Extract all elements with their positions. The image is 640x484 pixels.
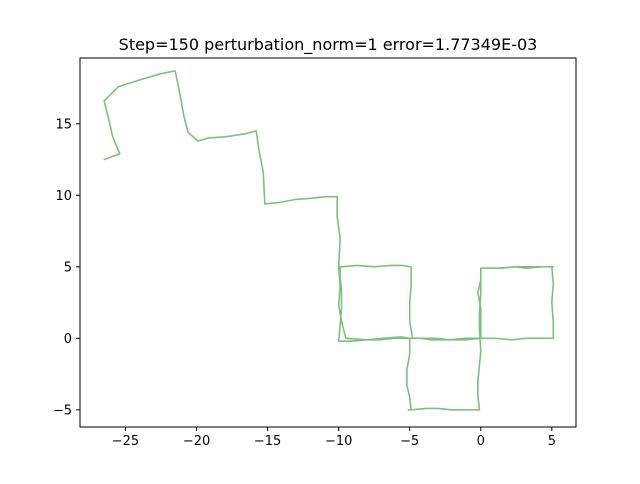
y-tick-label: 0 — [64, 332, 72, 347]
y-axis: −5 0 5 10 15 — [53, 117, 80, 418]
plot-area-frame — [79, 57, 577, 428]
y-tick-label: 5 — [64, 260, 72, 275]
x-tick-label: −10 — [325, 434, 352, 449]
x-tick-label: −20 — [183, 434, 210, 449]
series-layer — [103, 70, 555, 411]
y-tick-label: −5 — [53, 403, 72, 418]
x-tick-label: 5 — [548, 434, 556, 449]
x-tick-label: 0 — [477, 434, 485, 449]
series-line-0 — [103, 70, 555, 411]
x-tick-label: −25 — [112, 434, 139, 449]
y-tick-label: 15 — [55, 117, 72, 132]
chart-title: Step=150 perturbation_norm=1 error=1.773… — [119, 35, 538, 55]
x-axis: −25 −20 −15 −10 −5 0 5 — [112, 427, 556, 449]
x-tick-label: −15 — [254, 434, 281, 449]
y-tick-label: 10 — [55, 189, 72, 204]
x-tick-label: −5 — [400, 434, 419, 449]
